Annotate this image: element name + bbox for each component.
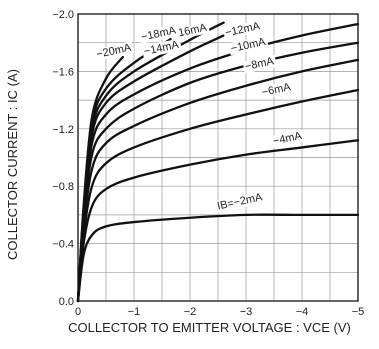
curve-label-backing bbox=[222, 19, 264, 40]
y-tick-label: −1.2 bbox=[52, 124, 74, 136]
grid bbox=[77, 13, 359, 302]
y-tick-label: −0.4 bbox=[52, 239, 74, 251]
y-tick-label: −2.0 bbox=[52, 9, 74, 21]
curve-label-backing bbox=[93, 41, 135, 62]
curve-label-backing bbox=[242, 54, 277, 74]
x-tick-label: −2 bbox=[184, 306, 197, 318]
curve-label-backing bbox=[259, 80, 294, 100]
x-tick-label: −1 bbox=[128, 306, 141, 318]
x-tick-label: −4 bbox=[296, 306, 309, 318]
curve-label-backing bbox=[270, 129, 305, 148]
plot-frame bbox=[77, 13, 359, 302]
x-tick-label: 0 bbox=[75, 306, 81, 318]
series-line bbox=[76, 139, 360, 303]
curve-label: IB=−2mA bbox=[216, 191, 264, 212]
curve-label: −12mA bbox=[224, 20, 262, 39]
curve-label-backing bbox=[228, 35, 269, 56]
x-tick-label: −3 bbox=[240, 306, 253, 318]
y-tick-label: −1.6 bbox=[52, 66, 74, 78]
ticks: 0 −1 −2 −3 −4 −5 0.0 −0.4 −0.8 −1.2 −1.6 −2.0 bbox=[52, 9, 364, 318]
curve-label: −10mA bbox=[230, 36, 268, 55]
series-line bbox=[76, 55, 124, 303]
curve-label: −6mA bbox=[261, 81, 293, 99]
curve-label: −4mA bbox=[272, 130, 304, 148]
x-tick-label: −5 bbox=[352, 306, 365, 318]
curve-label-backing bbox=[214, 190, 266, 213]
y-tick-label: −0.8 bbox=[52, 181, 74, 193]
x-axis-label: COLLECTOR TO EMITTER VOLTAGE : VCE (V) bbox=[68, 320, 351, 335]
curve-label-backing bbox=[138, 24, 180, 44]
curve-label-backing bbox=[169, 21, 210, 41]
series-line bbox=[76, 213, 360, 303]
curves bbox=[76, 21, 360, 303]
y-tick-label: 0.0 bbox=[59, 296, 74, 308]
curve-label-backing bbox=[141, 38, 182, 59]
curve-label: −20mA bbox=[95, 42, 133, 61]
curve-label: −8mA bbox=[244, 55, 276, 73]
curve-labels: IB=−2mA−4mA−6mA−8mA−10mA−12mA−14mA−16mA−… bbox=[93, 19, 305, 213]
